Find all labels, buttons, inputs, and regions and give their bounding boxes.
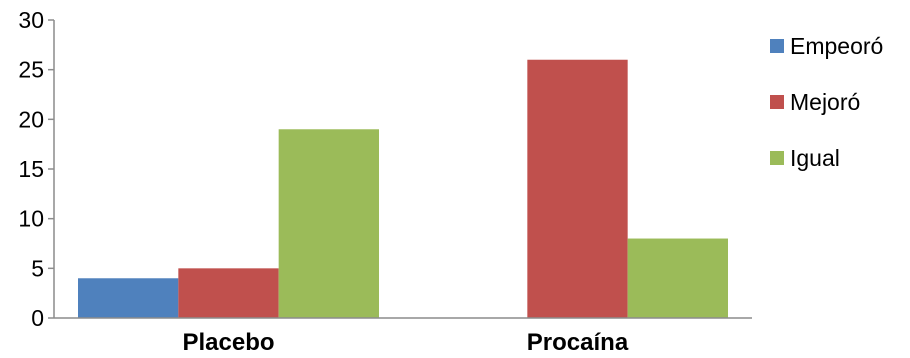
legend: Empeoró Mejoró Igual [770, 33, 883, 171]
bar-igual-placebo [278, 129, 379, 318]
bar-mejoró-placebo [178, 268, 279, 318]
bar-igual-procaína [627, 238, 728, 318]
category-label: Procaína [527, 329, 629, 356]
legend-label-empeoró: Empeoró [790, 33, 883, 59]
y-tick-label: 25 [18, 57, 44, 83]
legend-swatch-igual [770, 151, 784, 165]
category-label: Placebo [182, 329, 274, 356]
bar-empeoró-placebo [78, 278, 179, 318]
y-tick-label: 15 [18, 156, 44, 182]
y-tick-label: 30 [18, 7, 44, 33]
x-axis: Placebo Procaína [54, 317, 752, 356]
bars [78, 59, 728, 318]
legend-label-igual: Igual [790, 145, 840, 171]
y-tick-label: 0 [31, 305, 44, 331]
legend-swatch-mejoró [770, 95, 784, 109]
legend-swatch-empeoró [770, 39, 784, 53]
legend-label-mejoró: Mejoró [790, 89, 860, 115]
bar-mejoró-procaína [527, 59, 628, 318]
y-axis: 0 5 10 15 20 25 30 [18, 7, 55, 331]
y-tick-label: 5 [31, 255, 44, 281]
y-tick-label: 10 [18, 206, 44, 232]
y-tick-label: 20 [18, 106, 44, 132]
